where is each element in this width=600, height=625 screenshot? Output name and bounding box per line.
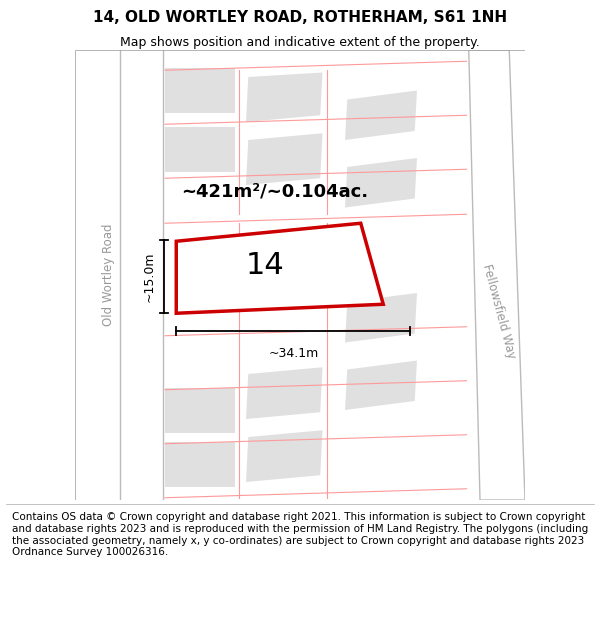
- Text: Old Wortley Road: Old Wortley Road: [102, 224, 115, 326]
- Text: 14, OLD WORTLEY ROAD, ROTHERHAM, S61 1NH: 14, OLD WORTLEY ROAD, ROTHERHAM, S61 1NH: [93, 10, 507, 25]
- Text: 14: 14: [246, 251, 284, 281]
- Polygon shape: [246, 368, 323, 419]
- Polygon shape: [176, 223, 383, 313]
- Polygon shape: [246, 72, 323, 122]
- Polygon shape: [345, 91, 417, 140]
- Polygon shape: [165, 441, 235, 486]
- Polygon shape: [246, 133, 323, 185]
- Text: Map shows position and indicative extent of the property.: Map shows position and indicative extent…: [120, 36, 480, 49]
- Text: ~15.0m: ~15.0m: [143, 251, 156, 302]
- Text: Contains OS data © Crown copyright and database right 2021. This information is : Contains OS data © Crown copyright and d…: [12, 512, 588, 558]
- Polygon shape: [246, 430, 323, 482]
- Text: ~421m²/~0.104ac.: ~421m²/~0.104ac.: [181, 182, 368, 201]
- Text: ~34.1m: ~34.1m: [268, 347, 319, 360]
- Polygon shape: [345, 361, 417, 410]
- Polygon shape: [165, 388, 235, 432]
- Text: Fellowsfield Way: Fellowsfield Way: [481, 262, 518, 360]
- Polygon shape: [345, 293, 417, 343]
- Polygon shape: [345, 158, 417, 208]
- Polygon shape: [469, 50, 525, 500]
- Polygon shape: [165, 126, 235, 171]
- Bar: [120, 50, 163, 500]
- Polygon shape: [165, 68, 235, 113]
